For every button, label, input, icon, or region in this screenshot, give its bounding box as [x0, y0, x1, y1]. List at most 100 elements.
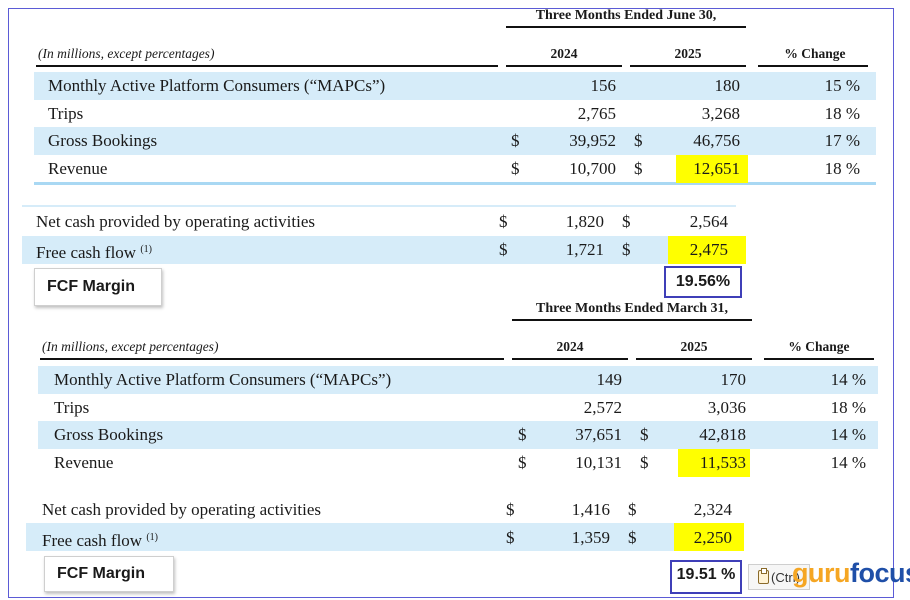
q2-metric-currency-b: $ — [634, 159, 643, 179]
q2-metric-label: Monthly Active Platform Consumers (“MAPC… — [48, 76, 386, 95]
q2-cash-value-2025: 2,475 — [689, 240, 728, 259]
q1-col-2025: 2025 — [680, 339, 708, 354]
q2-metric-label: Revenue — [48, 159, 108, 179]
q2-revenue-highlight — [676, 155, 748, 183]
q1-band-fcf — [26, 523, 744, 551]
q2-metric-currency-a: $ — [511, 131, 520, 151]
q2-band-bottom-line — [34, 182, 876, 185]
q1-cash-footnote-ref: (1) — [146, 531, 158, 543]
q1-col-change: % Change — [788, 339, 850, 354]
q1-metric-value-2024: 10,131 — [575, 453, 622, 473]
q2-cash-value-2025: 2,564 — [689, 212, 728, 231]
q2-header-rule-change — [758, 65, 868, 67]
q1-cash-row: Free cash flow (1) $1,359 $2,250 — [42, 524, 744, 552]
q2-metric-currency-b: $ — [634, 131, 643, 151]
q1-metric-row: Gross Bookings $37,651 $42,818 14 % — [54, 421, 878, 449]
q1-metric-value-2025: 3,036 — [707, 397, 746, 417]
q1-metric-change-pct: 14 % — [830, 453, 866, 473]
q2-cash-currency-a: $ — [499, 240, 508, 259]
q2-metric-value-2025: 12,651 — [693, 159, 740, 179]
q2-header-rule-2024 — [506, 65, 622, 67]
q1-metric-row: Monthly Active Platform Consumers (“MAPC… — [54, 366, 878, 394]
q1-metric-value-2025: 11,533 — [699, 453, 746, 473]
q1-cash-value-2025: 2,250 — [693, 527, 732, 547]
q2-cash-currency-b: $ — [622, 240, 631, 259]
q1-period-title: Three Months Ended March 31, — [536, 301, 728, 316]
q2-cash-label: Free cash flow — [36, 243, 137, 262]
q2-units-caption: (In millions, except percentages) — [38, 46, 215, 61]
q2-metric-value-2025: 46,756 — [693, 131, 740, 151]
q2-header-rule-caption — [36, 65, 498, 67]
q2-cash-row: Free cash flow (1) $1,721 $2,475 — [36, 236, 736, 264]
q1-metric-label: Revenue — [54, 453, 114, 473]
q1-period-rule — [512, 319, 752, 321]
q1-metric-change-pct: 18 % — [830, 397, 866, 417]
q2-metric-value-2025: 3,268 — [701, 103, 740, 123]
clipboard-icon — [758, 568, 770, 584]
q2-metric-value-2024: 39,952 — [569, 131, 616, 151]
q2-cash-value-2024: 1,721 — [565, 240, 604, 259]
q2-metric-currency-a: $ — [511, 159, 520, 179]
q2-metric-value-2024: 2,765 — [577, 103, 616, 123]
q1-cash-currency-b: $ — [628, 500, 637, 519]
q1-band-mapcs — [38, 366, 878, 394]
q2-metric-change-pct: 17 % — [824, 131, 860, 151]
q2-cash-footnote-ref: (1) — [140, 244, 152, 255]
q2-metric-row: Revenue $10,700 $12,651 18 % — [48, 155, 878, 183]
q2-band-fcf — [22, 236, 736, 264]
q2-col-2025: 2025 — [674, 46, 702, 61]
q2-col-2024: 2024 — [550, 46, 578, 61]
q1-cash-value-2024: 1,359 — [571, 527, 610, 547]
q1-metric-value-2025: 170 — [720, 370, 747, 389]
q2-metric-row: Trips 2,765 3,268 18 % — [48, 100, 878, 128]
q2-cash-label: Net cash provided by operating activitie… — [36, 212, 315, 231]
q1-cash-value-2025: 2,324 — [693, 500, 732, 519]
paste-options-button[interactable]: (Ctrl) — [748, 564, 810, 590]
q2-fcf-margin-value: 19.56% — [664, 266, 742, 298]
q1-units-caption: (In millions, except percentages) — [42, 339, 219, 354]
q2-cash-row: Net cash provided by operating activitie… — [36, 208, 736, 236]
q1-cash-label-wrap: Free cash flow (1) — [42, 524, 158, 555]
q1-metric-currency-b: $ — [640, 425, 649, 445]
q1-metric-value-2024: 37,651 — [575, 425, 622, 445]
q1-metric-value-2024: 2,572 — [583, 397, 622, 417]
q2-period-rule — [506, 26, 746, 28]
logo-part-focus: focus — [850, 558, 910, 588]
q1-header-rule-caption — [40, 358, 504, 360]
q1-header-rule-2025 — [636, 358, 752, 360]
q2-metric-change-pct: 18 % — [824, 103, 860, 123]
q1-cash-label: Free cash flow — [42, 530, 143, 550]
q1-metric-change-pct: 14 % — [830, 425, 866, 445]
q1-cash-currency-b: $ — [628, 527, 637, 547]
q1-fcf-highlight — [674, 523, 744, 551]
q2-band-bookings — [34, 127, 876, 155]
q1-metric-row: Trips 2,572 3,036 18 % — [54, 394, 878, 422]
q1-metric-currency-a: $ — [518, 453, 527, 473]
q2-metric-value-2025: 180 — [714, 76, 741, 95]
q1-fcf-margin-value: 19.51 % — [670, 560, 742, 594]
paste-options-label: (Ctrl) — [771, 569, 800, 585]
q2-cash-top-line — [22, 205, 736, 207]
document-frame — [8, 8, 894, 598]
q1-metric-label: Monthly Active Platform Consumers (“MAPC… — [54, 370, 392, 389]
q2-metric-label: Trips — [48, 103, 84, 123]
q2-metric-change-pct: 15 % — [824, 76, 860, 95]
q1-cash-currency-a: $ — [506, 500, 515, 519]
q1-col-2024: 2024 — [556, 339, 584, 354]
q2-metric-row: Gross Bookings $39,952 $46,756 17 % — [48, 127, 878, 155]
q1-metric-currency-b: $ — [640, 453, 649, 473]
q2-cash-label-wrap: Free cash flow (1) — [36, 236, 152, 267]
q2-col-change: % Change — [784, 46, 846, 61]
q2-metric-row: Monthly Active Platform Consumers (“MAPC… — [48, 72, 878, 100]
q1-metric-change-pct: 14 % — [830, 370, 866, 389]
q1-cash-label: Net cash provided by operating activitie… — [42, 500, 321, 519]
q1-metric-currency-a: $ — [518, 425, 527, 445]
q1-header-rule-2024 — [512, 358, 628, 360]
gurufocus-logo: gurufocus — [792, 558, 910, 589]
q1-cash-row: Net cash provided by operating activitie… — [42, 496, 744, 524]
logo-part-guru: guru — [792, 558, 851, 588]
q2-cash-currency-a: $ — [499, 212, 508, 231]
q1-header-row: (In millions, except percentages) 2024 2… — [0, 339, 910, 357]
q2-metric-value-2024: 156 — [590, 76, 617, 95]
q2-metric-change-pct: 18 % — [824, 159, 860, 179]
